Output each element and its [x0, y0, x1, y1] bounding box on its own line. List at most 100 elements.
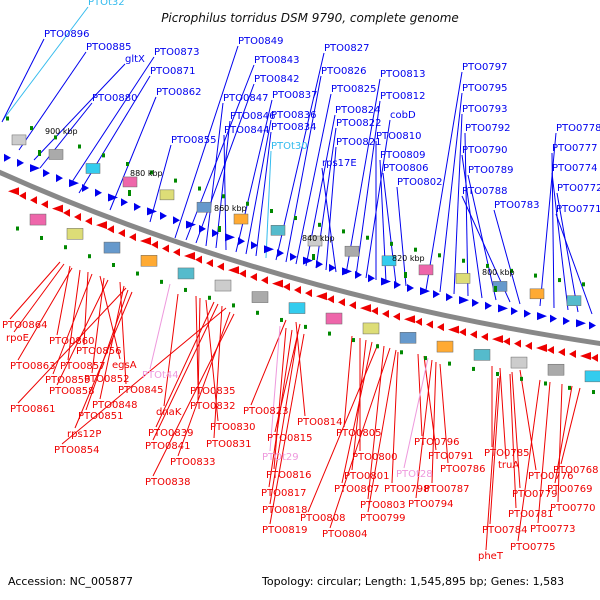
gene-label-pto0851[interactable]: PTO0851 — [78, 411, 123, 422]
gene-label-egsa[interactable]: egsA — [112, 360, 137, 371]
gene-label-pto0806[interactable]: PTO0806 — [383, 163, 428, 174]
gene-label-rpoe[interactable]: rpoE — [6, 333, 29, 344]
gene-label-pto0807[interactable]: PTO0807 — [334, 484, 379, 495]
gene-label-pto0885[interactable]: PTO0885 — [86, 42, 131, 53]
gene-label-pto0859[interactable]: PTO0859 — [45, 375, 90, 386]
gene-label-pto0822[interactable]: PTO0822 — [336, 118, 381, 129]
gene-label-pto0783[interactable]: PTO0783 — [494, 200, 539, 211]
gene-label-pto0785[interactable]: PTO0785 — [484, 448, 529, 459]
gene-label-ptot44[interactable]: PTOt44 — [142, 370, 179, 381]
gene-label-pto0792[interactable]: PTO0792 — [465, 123, 510, 134]
gene-label-rps17e[interactable]: rps17E — [322, 158, 357, 169]
gene-label-pto0845[interactable]: PTO0845 — [118, 385, 163, 396]
gene-label-pto0803[interactable]: PTO0803 — [360, 500, 405, 511]
gene-label-pto0793[interactable]: PTO0793 — [462, 104, 507, 115]
gene-label-pto0833[interactable]: PTO0833 — [170, 457, 215, 468]
gene-label-pto0838[interactable]: PTO0838 — [145, 477, 190, 488]
gene-label-phet[interactable]: pheT — [478, 551, 504, 562]
gene-label-pto0805[interactable]: PTO0805 — [336, 428, 381, 439]
gene-label-dnak[interactable]: dnaK — [156, 407, 182, 418]
gene-label-pto0810[interactable]: PTO0810 — [376, 131, 421, 142]
gene-label-pto0817[interactable]: PTO0817 — [261, 488, 306, 499]
gene-label-pto0801[interactable]: PTO0801 — [344, 471, 389, 482]
gene-label-pto0781[interactable]: PTO0781 — [508, 509, 553, 520]
gene-label-pto0814[interactable]: PTO0814 — [297, 417, 342, 428]
gene-label-pto0821[interactable]: PTO0821 — [336, 137, 381, 148]
gene-label-pto0832[interactable]: PTO0832 — [190, 401, 235, 412]
gene-label-ptot30[interactable]: PTOt30 — [271, 141, 308, 152]
gene-label-pto0787[interactable]: PTO0787 — [424, 484, 469, 495]
gene-label-trua[interactable]: truA — [498, 460, 519, 471]
gene-label-pto0771[interactable]: PTO0771 — [556, 204, 600, 215]
gene-label-pto0808[interactable]: PTO0808 — [300, 513, 345, 524]
gene-label-pto0835[interactable]: PTO0835 — [190, 386, 235, 397]
gene-label-pto0818[interactable]: PTO0818 — [262, 505, 307, 516]
gene-label-pto0852[interactable]: PTO0852 — [84, 374, 129, 385]
gene-label-pto0831[interactable]: PTO0831 — [206, 439, 251, 450]
gene-label-pto0784[interactable]: PTO0784 — [482, 525, 527, 536]
gene-label-pto0856[interactable]: PTO0856 — [76, 346, 121, 357]
gene-label-pto0774[interactable]: PTO0774 — [552, 163, 597, 174]
gene-label-pto0768[interactable]: PTO0768 — [553, 465, 598, 476]
gene-label-pto0864[interactable]: PTO0864 — [2, 320, 47, 331]
gene-label-cobd[interactable]: cobD — [390, 110, 416, 121]
gene-label-pto0855[interactable]: PTO0855 — [171, 135, 216, 146]
gene-label-pto0795[interactable]: PTO0795 — [462, 83, 507, 94]
gene-label-ptot32[interactable]: PTOt32 — [88, 0, 125, 8]
gene-label-pto0819[interactable]: PTO0819 — [262, 525, 307, 536]
gene-label-pto0802[interactable]: PTO0802 — [397, 177, 442, 188]
gene-label-pto0823[interactable]: PTO0823 — [243, 406, 288, 417]
gene-label-pto0769[interactable]: PTO0769 — [547, 484, 592, 495]
gene-label-ptot28[interactable]: PTOt28 — [396, 469, 433, 480]
gene-label-pto0873[interactable]: PTO0873 — [154, 47, 199, 58]
gene-label-pto0794[interactable]: PTO0794 — [408, 499, 453, 510]
gene-label-pto0827[interactable]: PTO0827 — [324, 43, 369, 54]
gene-label-pto0824[interactable]: PTO0824 — [335, 105, 380, 116]
gene-label-pto0799[interactable]: PTO0799 — [360, 513, 405, 524]
gene-label-pto0861[interactable]: PTO0861 — [10, 404, 55, 415]
gene-label-pto0862[interactable]: PTO0862 — [156, 87, 201, 98]
gene-label-pto0896[interactable]: PTO0896 — [44, 29, 89, 40]
gene-label-pto0800[interactable]: PTO0800 — [352, 452, 397, 463]
gene-label-pto0778[interactable]: PTO0778 — [556, 123, 600, 134]
gene-label-pto0830[interactable]: PTO0830 — [210, 422, 255, 433]
gene-label-pto0825[interactable]: PTO0825 — [331, 84, 376, 95]
gene-label-pto0839[interactable]: PTO0839 — [148, 428, 193, 439]
gene-label-pto0798[interactable]: PTO0798 — [384, 484, 429, 495]
gene-label-pto0843[interactable]: PTO0843 — [254, 55, 299, 66]
gene-label-pto0773[interactable]: PTO0773 — [530, 524, 575, 535]
gene-label-pto0848[interactable]: PTO0848 — [92, 400, 137, 411]
gene-label-pto0796[interactable]: PTO0796 — [414, 437, 459, 448]
gene-label-pto0841[interactable]: PTO0841 — [145, 441, 190, 452]
gene-label-pto0777[interactable]: PTO0777 — [552, 143, 597, 154]
gene-label-pto0847[interactable]: PTO0847 — [223, 93, 268, 104]
gene-label-gltx[interactable]: gltX — [125, 54, 145, 65]
gene-label-pto0860[interactable]: PTO0860 — [49, 336, 94, 347]
gene-label-pto0880[interactable]: PTO0880 — [92, 93, 137, 104]
gene-label-pto0797[interactable]: PTO0797 — [462, 62, 507, 73]
gene-label-pto0790[interactable]: PTO0790 — [462, 145, 507, 156]
gene-label-pto0837[interactable]: PTO0837 — [272, 90, 317, 101]
gene-label-pto0826[interactable]: PTO0826 — [321, 66, 366, 77]
gene-label-pto0772[interactable]: PTO0772 — [557, 183, 600, 194]
gene-label-pto0815[interactable]: PTO0815 — [267, 433, 312, 444]
gene-label-pto0770[interactable]: PTO0770 — [550, 503, 595, 514]
gene-label-pto0812[interactable]: PTO0812 — [380, 91, 425, 102]
gene-label-pto0813[interactable]: PTO0813 — [380, 69, 425, 80]
gene-label-rps12p[interactable]: rps12P — [67, 429, 101, 440]
gene-label-pto0776[interactable]: PTO0776 — [528, 471, 573, 482]
gene-label-pto0857[interactable]: PTO0857 — [60, 361, 105, 372]
gene-label-pto0816[interactable]: PTO0816 — [266, 470, 311, 481]
gene-label-pto0788[interactable]: PTO0788 — [462, 186, 507, 197]
gene-label-pto0775[interactable]: PTO0775 — [510, 542, 555, 553]
gene-label-pto0849[interactable]: PTO0849 — [238, 36, 283, 47]
gene-label-pto0791[interactable]: PTO0791 — [428, 451, 473, 462]
gene-label-pto0844[interactable]: PTO0844 — [224, 125, 269, 136]
gene-label-pto0779[interactable]: PTO0779 — [512, 489, 557, 500]
gene-label-pto0836[interactable]: PTO0836 — [271, 110, 316, 121]
gene-label-pto0863[interactable]: PTO0863 — [10, 361, 55, 372]
gene-label-pto0789[interactable]: PTO0789 — [468, 165, 513, 176]
gene-label-pto0809[interactable]: PTO0809 — [380, 150, 425, 161]
gene-label-pto0854[interactable]: PTO0854 — [54, 445, 99, 456]
gene-label-pto0786[interactable]: PTO0786 — [440, 464, 485, 475]
